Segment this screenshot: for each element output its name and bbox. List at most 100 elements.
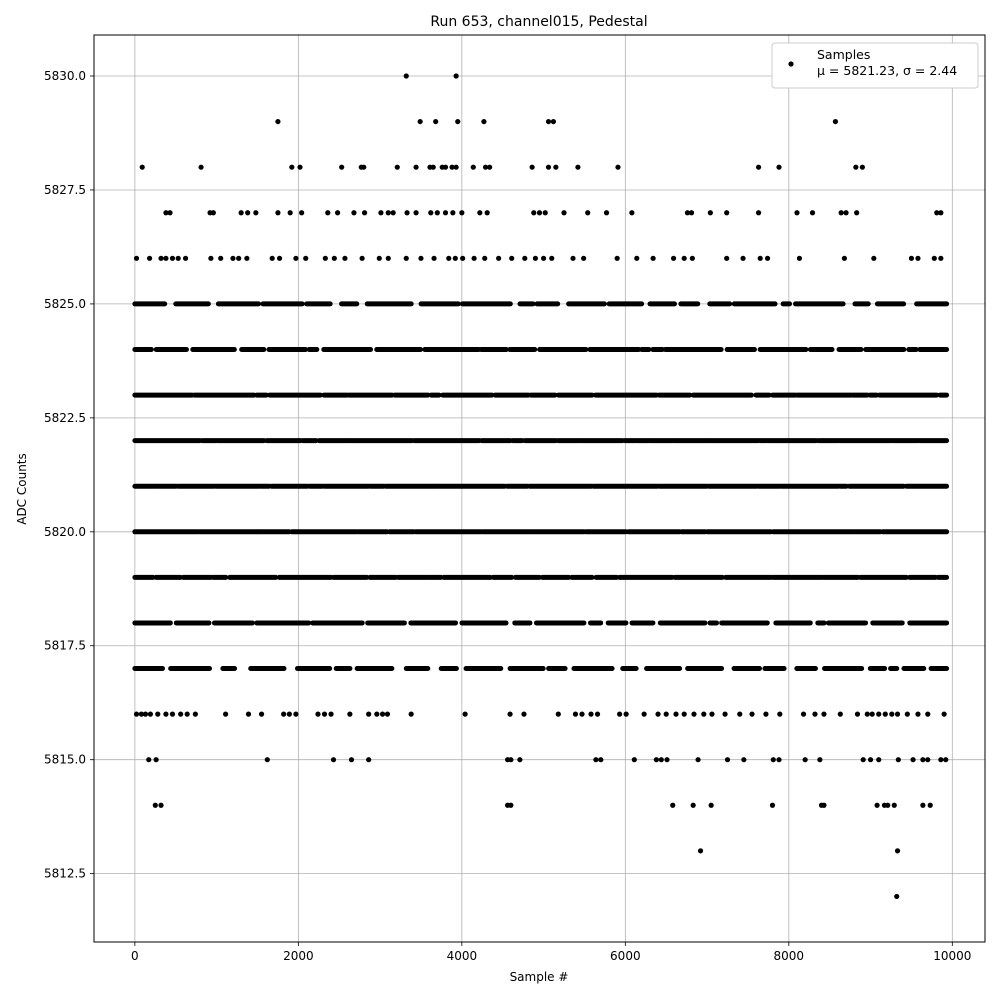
data-point xyxy=(477,210,483,216)
data-point xyxy=(158,802,164,808)
data-point xyxy=(938,255,944,261)
data-point xyxy=(155,711,161,717)
data-point xyxy=(572,711,579,717)
data-point xyxy=(531,210,537,216)
data-point xyxy=(545,164,552,170)
data-point xyxy=(777,711,783,717)
data-point xyxy=(184,711,190,717)
data-point xyxy=(434,210,440,216)
data-point xyxy=(192,711,198,717)
data-point xyxy=(920,757,926,763)
y-tick-label: 5817.5 xyxy=(44,639,86,653)
data-point xyxy=(163,711,169,717)
data-point xyxy=(853,164,859,170)
data-point xyxy=(334,210,341,216)
data-point xyxy=(330,757,337,763)
data-point xyxy=(796,255,803,261)
data-point xyxy=(325,210,331,216)
x-tick-label: 0 xyxy=(131,949,139,963)
data-point xyxy=(152,802,158,808)
data-point xyxy=(874,802,880,808)
data-point xyxy=(688,210,695,216)
data-point xyxy=(724,210,730,216)
data-point xyxy=(741,757,747,763)
data-point xyxy=(163,210,169,216)
data-point xyxy=(697,848,704,854)
data-point xyxy=(549,255,555,261)
data-point xyxy=(442,210,449,216)
data-point xyxy=(673,711,679,717)
data-point xyxy=(418,255,424,261)
data-point xyxy=(894,848,901,854)
data-point xyxy=(521,711,527,717)
data-point xyxy=(289,164,295,170)
data-point xyxy=(328,711,334,717)
data-point xyxy=(925,711,931,717)
data-point xyxy=(764,255,771,261)
data-point xyxy=(650,255,656,261)
data-point xyxy=(763,711,769,717)
data-point xyxy=(598,757,604,763)
data-point xyxy=(147,711,154,717)
data-point xyxy=(487,164,493,170)
data-point xyxy=(689,255,695,261)
y-tick-label: 5820.0 xyxy=(44,525,86,539)
data-point xyxy=(384,711,391,717)
data-point xyxy=(481,118,487,125)
data-point xyxy=(253,210,259,216)
data-point xyxy=(442,164,449,170)
data-point xyxy=(322,255,328,261)
data-point xyxy=(321,711,328,717)
data-point xyxy=(293,711,299,717)
data-point xyxy=(303,255,309,261)
data-point xyxy=(236,255,242,261)
data-point xyxy=(496,255,502,261)
data-point xyxy=(859,164,865,170)
data-point xyxy=(374,711,380,717)
data-point xyxy=(740,255,746,261)
x-tick-label: 4000 xyxy=(447,949,478,963)
data-point xyxy=(722,711,728,717)
data-point xyxy=(889,711,895,717)
data-point xyxy=(634,255,640,261)
data-point xyxy=(430,164,436,170)
legend-stats-label: μ = 5821.23, σ = 2.44 xyxy=(817,63,957,78)
data-point xyxy=(931,255,937,261)
data-point xyxy=(509,255,515,261)
data-point xyxy=(614,255,620,261)
data-point xyxy=(938,210,944,216)
data-point xyxy=(153,757,159,763)
data-point xyxy=(178,711,184,717)
data-point xyxy=(169,255,176,261)
data-point xyxy=(408,711,414,717)
data-point xyxy=(299,210,305,216)
plot-frame xyxy=(93,34,986,943)
data-point xyxy=(245,711,252,717)
data-point xyxy=(378,210,384,216)
data-point xyxy=(838,210,844,216)
data-point xyxy=(802,757,808,763)
data-point xyxy=(749,711,755,717)
data-point xyxy=(347,711,353,717)
data-point xyxy=(809,210,816,216)
y-tick-label: 5815.0 xyxy=(44,753,86,767)
data-point xyxy=(794,210,800,216)
data-point xyxy=(394,164,400,170)
legend-marker xyxy=(788,61,794,67)
data-point xyxy=(593,757,599,763)
y-tick-label: 5827.5 xyxy=(44,183,86,197)
data-point xyxy=(138,711,145,717)
data-point xyxy=(163,255,169,261)
x-tick-label: 2000 xyxy=(283,949,314,963)
data-point xyxy=(198,164,204,170)
legend-series-name: Samples xyxy=(817,47,870,62)
data-point xyxy=(800,711,807,717)
data-point xyxy=(158,255,164,261)
data-point xyxy=(361,164,367,170)
data-point xyxy=(339,164,345,170)
data-point xyxy=(690,802,696,808)
legend: Samples μ = 5821.23, σ = 2.44 xyxy=(771,42,979,89)
data-point xyxy=(342,255,348,261)
